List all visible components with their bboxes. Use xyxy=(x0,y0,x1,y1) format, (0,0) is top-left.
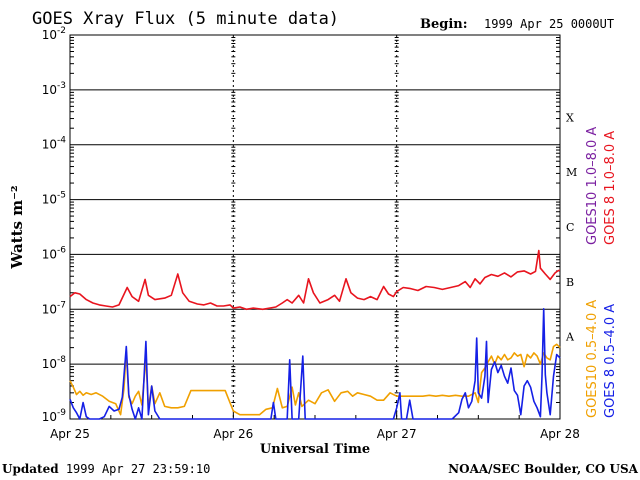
x-tick-label: Apr 25 xyxy=(50,427,90,441)
y-tick-exponent: -8 xyxy=(57,355,66,365)
begin-label: Begin: xyxy=(420,17,468,32)
series-line xyxy=(69,307,561,420)
series-line xyxy=(69,343,561,416)
y-tick-exponent: -5 xyxy=(57,191,66,201)
legend: GOES10 1.0–8.0 A GOES 8 1.0–8.0 A GOES10 0… xyxy=(585,127,618,418)
x-axis-title: Universal Time xyxy=(260,442,370,457)
legend-entry: GOES10 1.0–8.0 A xyxy=(585,127,600,245)
y-tick-label: 10-8 xyxy=(42,355,67,371)
y-tick-labels: 10-210-310-410-510-610-710-810-9 xyxy=(42,26,67,424)
plot-grid xyxy=(69,35,561,419)
updated-label: Updated xyxy=(2,462,59,476)
legend-entry: GOES 8 1.0–8.0 A xyxy=(603,131,618,245)
y-tick-exponent: -6 xyxy=(57,245,66,255)
credit-text: NOAA/SEC Boulder, CO USA xyxy=(448,462,639,476)
flare-class-label: B xyxy=(566,276,574,289)
y-tick-base: 10 xyxy=(42,83,57,97)
legend-entry: GOES10 0.5–4.0 A xyxy=(585,300,600,418)
begin-value: 1999 Apr 25 0000UT xyxy=(484,17,614,31)
y-tick-label: 10-9 xyxy=(42,408,67,424)
y-tick-exponent: -3 xyxy=(57,81,66,91)
y-tick-exponent: -9 xyxy=(57,408,66,418)
y-tick-base: 10 xyxy=(42,193,57,207)
x-tick-label: Apr 27 xyxy=(377,427,417,441)
x-tick-labels: Apr 25 Apr 26 Apr 27 Apr 28 xyxy=(50,427,580,441)
y-tick-base: 10 xyxy=(42,357,57,371)
x-tick-label: Apr 28 xyxy=(540,427,580,441)
y-tick-exponent: -2 xyxy=(57,26,66,36)
data-series xyxy=(69,249,561,420)
updated-value: 1999 Apr 27 23:59:10 xyxy=(66,462,211,476)
y-axis-title: Watts m⁻² xyxy=(8,185,26,269)
y-tick-label: 10-2 xyxy=(42,26,66,42)
legend-entry: GOES 8 0.5–4.0 A xyxy=(603,304,618,418)
y-tick-label: 10-4 xyxy=(42,136,67,152)
flare-class-labels: X M C B A xyxy=(565,111,577,343)
y-tick-base: 10 xyxy=(42,302,57,316)
y-tick-label: 10-3 xyxy=(42,81,66,97)
y-tick-label: 10-6 xyxy=(42,245,67,261)
y-tick-base: 10 xyxy=(42,410,57,424)
updated-text: Updated 1999 Apr 27 23:59:10 xyxy=(2,462,210,476)
flare-class-label: A xyxy=(565,331,575,344)
series-line xyxy=(69,249,560,311)
y-tick-label: 10-7 xyxy=(42,300,66,316)
y-tick-base: 10 xyxy=(42,247,57,261)
y-tick-base: 10 xyxy=(42,28,57,42)
y-tick-base: 10 xyxy=(42,138,57,152)
chart-title: GOES Xray Flux (5 minute data) xyxy=(32,9,339,29)
x-tick-label: Apr 26 xyxy=(213,427,253,441)
y-tick-label: 10-5 xyxy=(42,191,66,207)
y-tick-exponent: -7 xyxy=(57,300,66,310)
y-tick-exponent: -4 xyxy=(57,136,66,146)
flare-class-label: X xyxy=(566,111,574,124)
flare-class-label: C xyxy=(566,221,574,234)
flare-class-label: M xyxy=(566,166,577,179)
